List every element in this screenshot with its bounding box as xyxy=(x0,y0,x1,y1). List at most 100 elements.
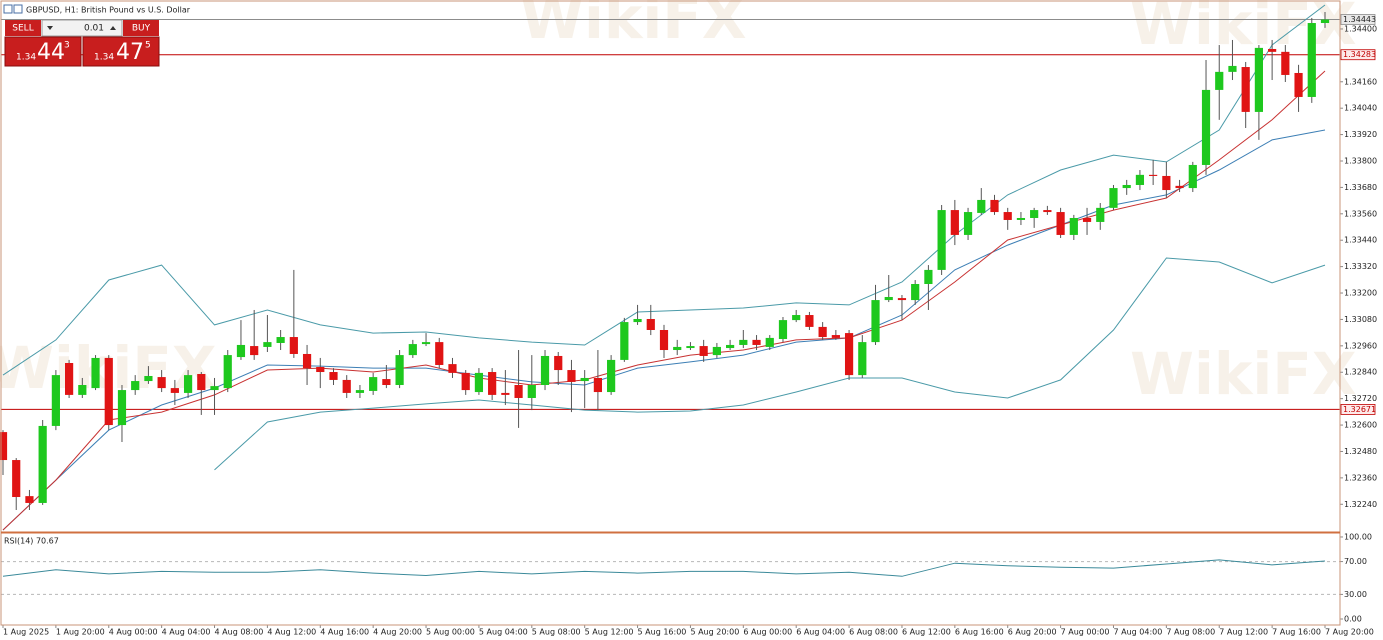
y-tick-label: 1.32480 xyxy=(1344,447,1377,456)
candle-body xyxy=(1149,174,1158,176)
lot-field[interactable] xyxy=(41,19,123,37)
candle-body xyxy=(1056,212,1065,235)
y-tick-label: 1.33080 xyxy=(1344,315,1377,324)
x-tick-label: 5 Aug 08:00 xyxy=(532,628,581,637)
candle-body xyxy=(25,496,34,503)
x-tick-label: 4 Aug 04:00 xyxy=(162,628,211,637)
watermark: WikiFX xyxy=(1130,0,1357,58)
x-tick-label: 4 Aug 20:00 xyxy=(373,628,422,637)
candle-body xyxy=(289,337,298,354)
y-tick-label: 1.34040 xyxy=(1344,104,1377,113)
x-tick-label: 5 Aug 04:00 xyxy=(479,628,528,637)
candle-body xyxy=(514,385,523,398)
candle-body xyxy=(1307,23,1316,97)
x-tick-label: 7 Aug 08:00 xyxy=(1166,628,1215,637)
bid-pip: 3 xyxy=(64,41,70,51)
candle-body xyxy=(157,377,166,389)
candle-body xyxy=(223,355,232,389)
x-tick-label: 7 Aug 12:00 xyxy=(1219,628,1268,637)
candle-body xyxy=(382,379,391,386)
candle-body xyxy=(607,359,616,393)
one-click-panel: SELL 0.01 BUY 1.34 44 3 1.34 47 5 xyxy=(4,19,160,67)
y-tick-label: 1.32360 xyxy=(1344,473,1377,482)
candle-body xyxy=(593,377,602,393)
candle-body xyxy=(1082,217,1092,222)
candle-body xyxy=(554,355,563,371)
title-bar: GBPUSD, H1: British Pound vs U.S. Dollar xyxy=(3,4,191,15)
y-tick-label: 0.00 xyxy=(1344,615,1362,624)
candle-body xyxy=(51,375,60,426)
bid-box[interactable] xyxy=(4,36,82,67)
candle-body xyxy=(1096,207,1105,222)
ask-big: 1.34 xyxy=(94,53,114,63)
candle-body xyxy=(170,388,179,393)
bid-main: 44 xyxy=(37,40,65,65)
candle-body xyxy=(792,315,801,321)
candle-body xyxy=(276,337,285,343)
bid-big: 1.34 xyxy=(16,53,36,63)
x-tick-label: 7 Aug 16:00 xyxy=(1272,628,1321,637)
buy-button[interactable] xyxy=(123,20,159,36)
y-tick-label: 1.34400 xyxy=(1344,24,1377,33)
candle-body xyxy=(752,339,761,345)
candle-body xyxy=(805,315,814,327)
indicator-line xyxy=(214,257,1326,471)
y-tick-label: 1.33200 xyxy=(1344,289,1377,298)
x-tick-label: 6 Aug 20:00 xyxy=(1008,628,1057,637)
ask-main: 47 xyxy=(116,40,144,65)
candle-body xyxy=(369,377,378,391)
candle-body xyxy=(316,366,325,373)
y-tick-label: 1.33320 xyxy=(1344,262,1377,271)
y-tick-label: 1.32720 xyxy=(1344,394,1377,403)
x-tick-label: 7 Aug 00:00 xyxy=(1061,628,1110,637)
ask-box[interactable] xyxy=(82,36,160,67)
y-tick-label: 1.32840 xyxy=(1344,368,1377,377)
candle-body xyxy=(1254,47,1263,112)
candle-body xyxy=(778,320,788,340)
x-tick-label: 6 Aug 00:00 xyxy=(743,628,792,637)
candle-body xyxy=(963,212,973,235)
indicator-title: RSI(14) 70.67 xyxy=(4,537,59,546)
y-tick-label: 70.00 xyxy=(1344,557,1367,566)
candle-body xyxy=(263,342,272,347)
lot-value: 0.01 xyxy=(84,24,104,34)
candle-body xyxy=(871,300,880,343)
candle-body xyxy=(990,199,999,213)
candle-body xyxy=(659,329,669,351)
candle-body xyxy=(567,370,576,382)
candle-body xyxy=(183,375,193,393)
candle-body xyxy=(197,374,206,391)
candle-body xyxy=(448,364,457,373)
x-tick-label: 6 Aug 16:00 xyxy=(955,628,1004,637)
candle-body xyxy=(0,432,8,461)
watermark: WikiFX xyxy=(520,0,747,52)
candle-body xyxy=(1201,89,1211,165)
candle-body xyxy=(421,342,431,345)
down-arrow[interactable] xyxy=(47,26,53,30)
candle-body xyxy=(1241,67,1250,112)
candle-body xyxy=(435,342,444,365)
candle-body xyxy=(131,381,140,391)
candle-body xyxy=(646,318,655,330)
candle-body xyxy=(12,460,21,498)
up-arrow[interactable] xyxy=(110,26,116,30)
rsi-line xyxy=(2,559,1326,577)
candle-body xyxy=(329,372,338,380)
candle-body xyxy=(1215,71,1224,90)
candle-body xyxy=(1016,217,1026,220)
y-tick-label: 1.33440 xyxy=(1344,236,1377,245)
sell-button[interactable] xyxy=(5,20,41,36)
x-tick-label: 1 Aug 2025 xyxy=(3,628,49,637)
candle-body xyxy=(527,385,536,398)
buy-label: BUY xyxy=(132,24,151,34)
candle-body xyxy=(91,357,100,389)
candle-body xyxy=(911,284,920,301)
x-tick-label: 6 Aug 08:00 xyxy=(849,628,898,637)
candle-body xyxy=(65,363,74,395)
x-tick-label: 5 Aug 16:00 xyxy=(638,628,687,637)
x-tick-label: 6 Aug 04:00 xyxy=(796,628,845,637)
y-tick-label: 1.33920 xyxy=(1344,130,1377,139)
sell-label: SELL xyxy=(12,24,33,34)
